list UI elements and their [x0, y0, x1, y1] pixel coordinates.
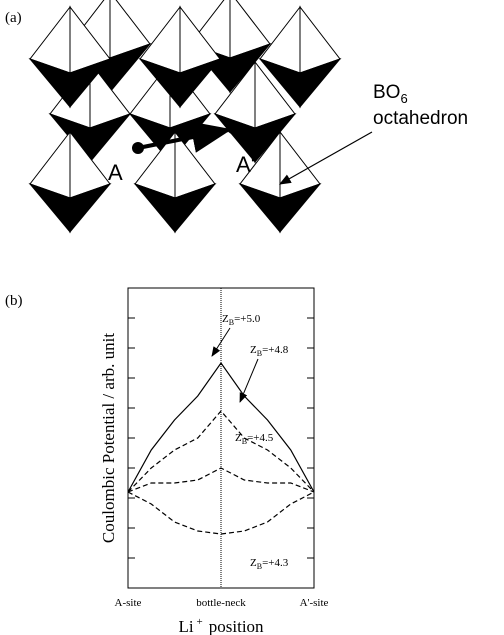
curve	[128, 411, 314, 492]
site-label: A	[108, 160, 123, 185]
panel-label: (b)	[5, 293, 23, 309]
octahedron-label: BO6	[373, 82, 408, 106]
plot: A-site bottle-neck A'-site Coulombic Potent…	[99, 288, 329, 635]
subscript: 6	[400, 91, 407, 106]
x-axis-label: Li + position	[178, 616, 264, 635]
x-tick-label: bottle-neck	[196, 597, 246, 609]
formula: BO	[373, 82, 400, 103]
superscript: +	[197, 616, 203, 628]
site-label: A'	[236, 152, 255, 177]
panel-label: (a)	[5, 10, 22, 26]
curve-label: ZB=+4.5	[235, 432, 274, 446]
symbol: Li	[178, 617, 193, 635]
x-tick-label: A'-site	[300, 597, 329, 609]
octahedron-label: octahedron	[373, 108, 468, 129]
value: =+4.3	[262, 557, 289, 569]
octahedra-structure	[30, 0, 372, 232]
curve-label: ZB=+5.0	[222, 313, 261, 327]
word: position	[209, 617, 264, 635]
value: =+4.8	[262, 344, 289, 356]
figure: (a) A A' BO6 octahedron (b) A-site bottle…	[0, 0, 504, 635]
value: =+5.0	[234, 313, 261, 325]
x-tick-label: A-site	[115, 597, 142, 609]
y-axis-label: Coulombic Potential / arb. unit	[99, 333, 118, 543]
curve-label: ZB=+4.3	[250, 557, 289, 571]
curve-label: ZB=+4.8	[250, 344, 289, 358]
value: =+4.5	[247, 432, 274, 444]
label-arrow	[240, 359, 258, 402]
